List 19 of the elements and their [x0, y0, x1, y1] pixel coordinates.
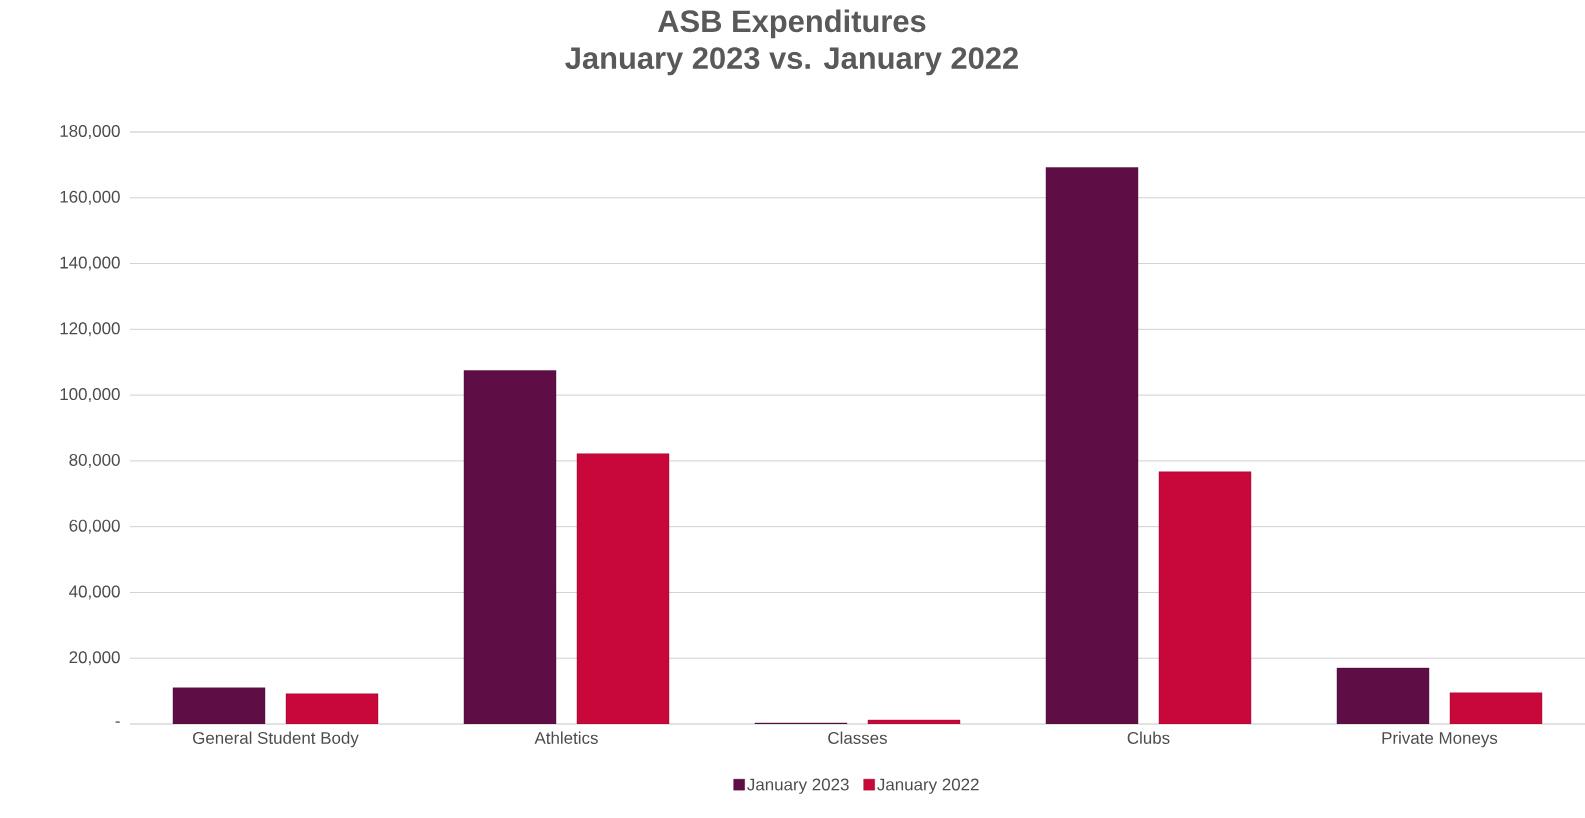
y-tick-label: 100,000	[60, 388, 120, 403]
legend-label: January 2022	[877, 778, 979, 794]
x-tick-label: Private Moneys	[1382, 731, 1498, 748]
y-tick-label: 80,000	[69, 453, 120, 468]
x-tick-label: Clubs	[1127, 731, 1170, 744]
x-tick-label: Classes	[828, 731, 887, 744]
y-tick-label: 20,000	[69, 651, 120, 666]
y-tick-label: 120,000	[60, 322, 120, 337]
x-tick-label: Athletics	[534, 731, 598, 744]
y-tick-label: -	[115, 721, 120, 723]
legend-label: January 2023	[747, 778, 849, 794]
y-tick-label: 40,000	[69, 585, 120, 600]
y-tick-label: 140,000	[60, 256, 120, 271]
chart-subtitle: January 2023 vs. January 2022	[565, 47, 1018, 76]
chart-title: ASB Expenditures	[658, 9, 926, 39]
y-tick-label: 60,000	[69, 519, 120, 534]
y-tick-label: 180,000	[60, 125, 120, 139]
y-tick-label: 160,000	[60, 190, 120, 205]
x-tick-label: General Student Body	[193, 731, 359, 748]
